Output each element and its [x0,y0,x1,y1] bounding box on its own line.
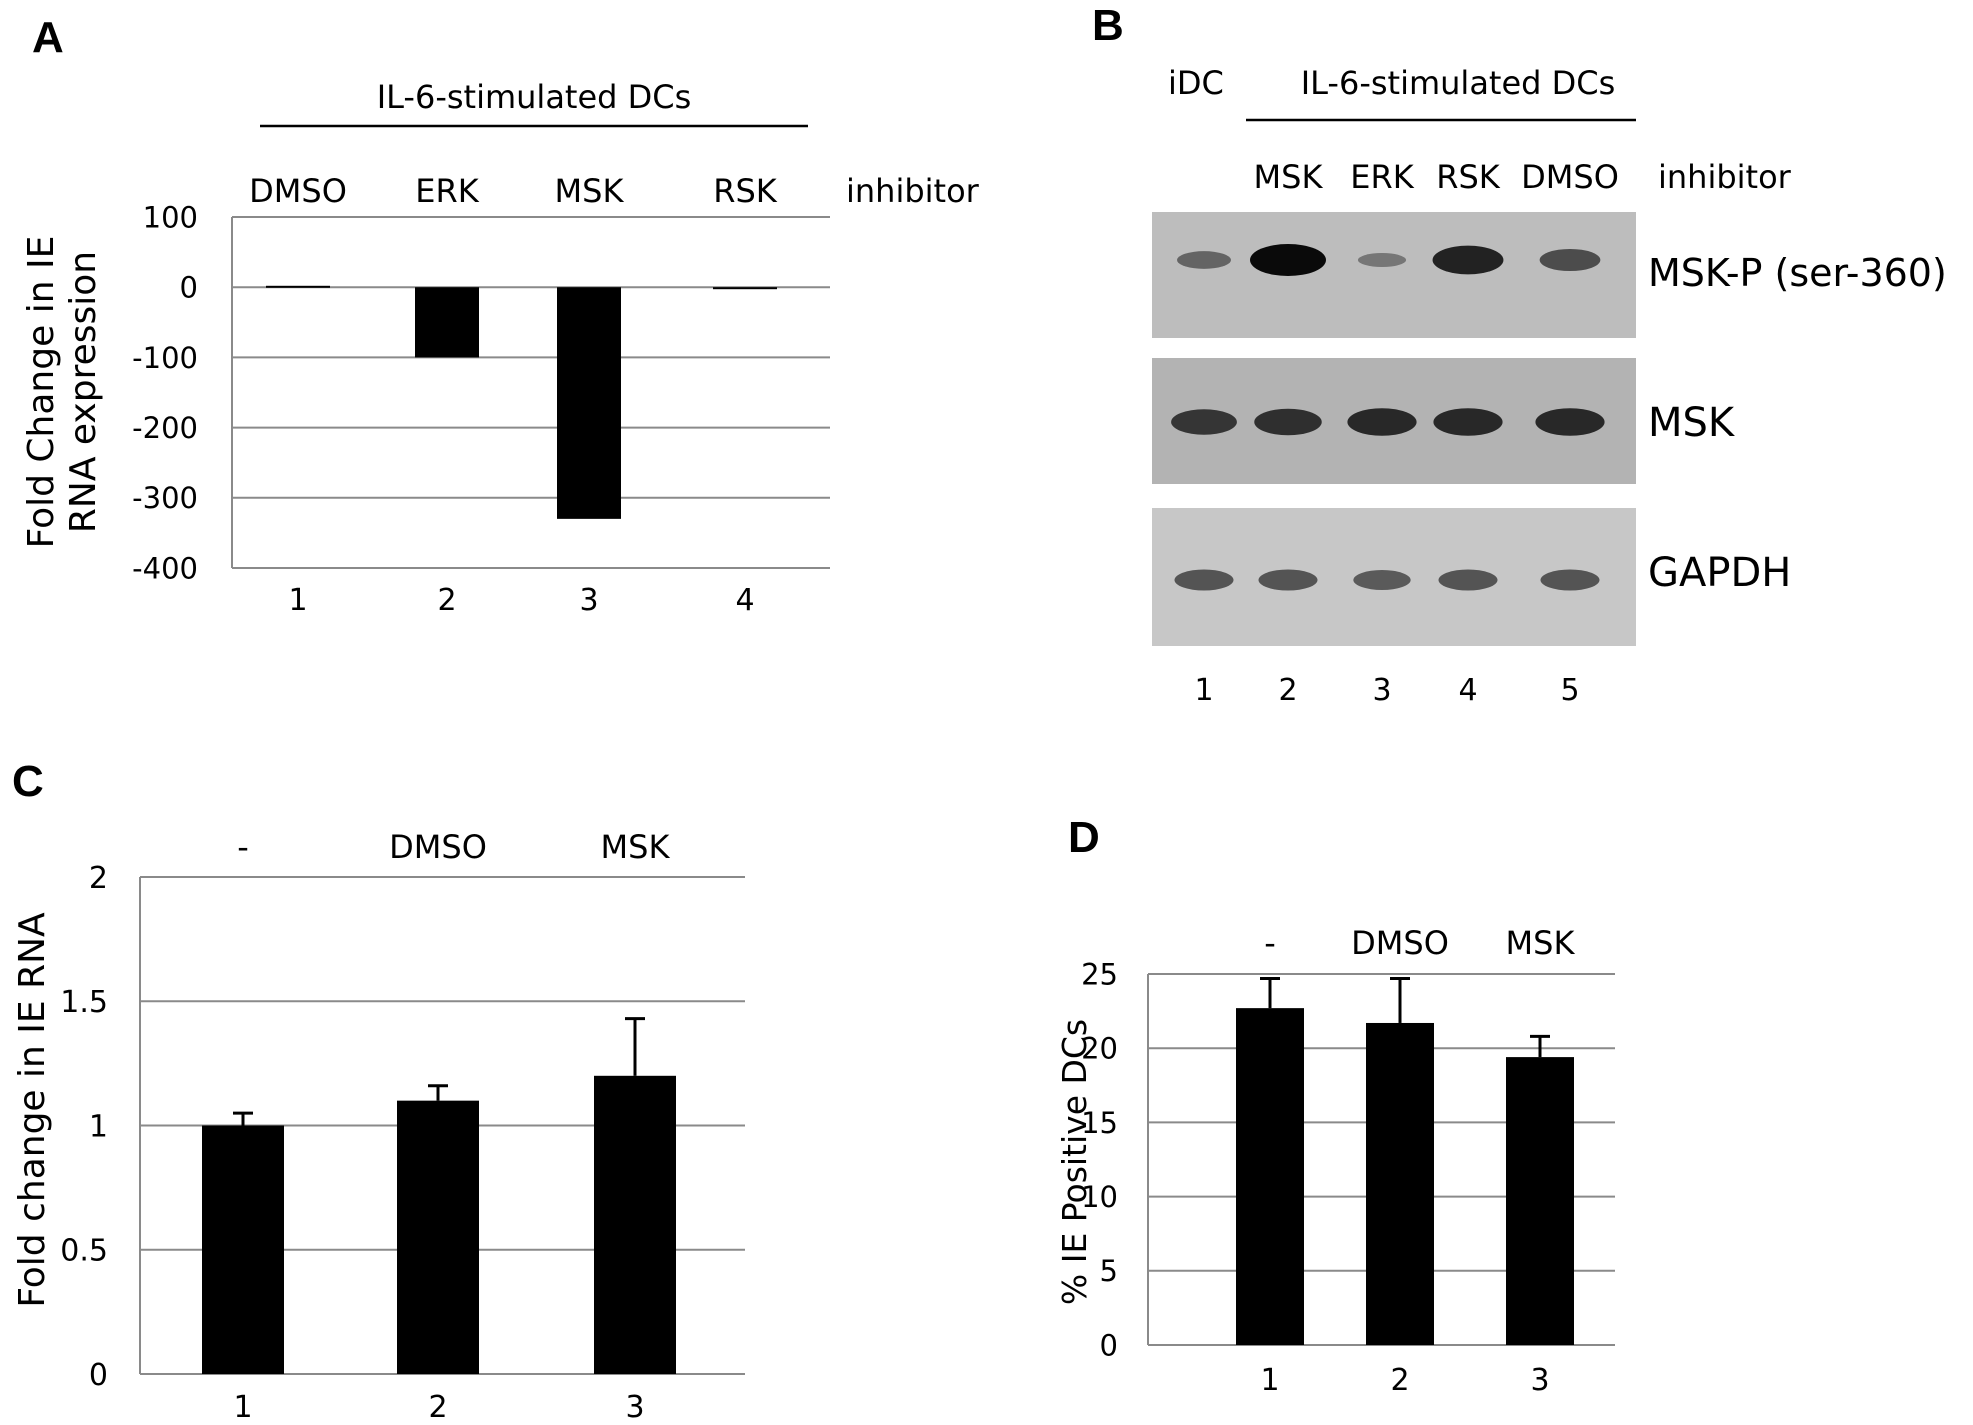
blot-band [1433,408,1503,436]
chart-c-treatment-label: MSK [601,828,671,866]
chart-d-x-tick-label: 2 [1390,1363,1409,1398]
chart-a-bar [557,287,621,519]
panel-b-idc-label: iDC [1168,64,1224,102]
chart-d-treatment-label: MSK [1506,924,1576,962]
blot-lane-number: 3 [1372,673,1391,708]
chart-a-y-tick-label: -300 [132,481,198,515]
chart-a-bar [713,287,777,290]
chart-a-y-axis-label: Fold Change in IERNA expression [21,236,104,549]
chart-d-y-tick-label: 15 [1081,1106,1118,1140]
chart-a: 100 0 -100 -200 -300 -400 1 DMSO 2 ERK 3 MSK 4 RSK Fol… [21,172,830,618]
chart-d-bar [1236,1008,1304,1345]
blot-band [1432,245,1504,275]
blot-band [1353,570,1411,590]
blot-band [1177,251,1231,269]
blot-label: GAPDH [1648,550,1791,596]
blot-band [1535,408,1605,436]
chart-a-treatment-label: RSK [713,172,778,210]
chart-d-y-tick-label: 10 [1081,1180,1118,1214]
chart-a-y-tick-label: -100 [132,341,198,375]
blot-lane-treatment-label: RSK [1436,158,1501,196]
chart-d-x-tick-label: 1 [1260,1363,1279,1398]
chart-c-treatment-label: DMSO [389,828,487,866]
chart-c: 0 0.5 1 1.5 2 1 - 2 DMSO 3 MSK Fold change in IE RN… [12,828,745,1425]
chart-a-y-tick-label: 0 [180,271,198,305]
blot-band [1357,253,1407,267]
blot-label: MSK-P (ser-360) [1648,251,1947,295]
chart-d-y-tick-label: 25 [1081,957,1118,991]
blot-lane-treatment-label: ERK [1350,158,1414,196]
blot-lane-number: 1 [1194,673,1213,708]
chart-a-y-tick-label: -200 [132,411,198,445]
panel-letter-c: C [12,757,44,806]
panel-b-inhibitor-label: inhibitor [1658,158,1792,196]
panel-letter-a: A [32,13,64,62]
blot-band [1258,569,1318,591]
chart-d-treatment-label: DMSO [1351,924,1449,962]
panel-letter-d: D [1068,813,1100,862]
chart-a-y-tick-label: -400 [132,551,198,585]
panel-b-group-label: IL-6-stimulated DCs [1301,64,1616,102]
chart-d-bar [1366,1022,1434,1345]
blot-band [1250,244,1326,276]
blot-band [1171,409,1237,435]
chart-c-x-tick-label: 2 [428,1390,447,1425]
chart-c-y-axis-label: Fold change in IE RNA [12,912,53,1308]
chart-c-bar [202,1125,284,1374]
chart-d: 0 5 10 15 20 25 1 - 2 DMSO 3 MSK % IE Positive DCs [1055,924,1615,1398]
chart-d-y-tick-label: 20 [1081,1032,1118,1066]
blot-band [1539,248,1601,272]
panel-a-inhibitor-label: inhibitor [846,172,980,210]
chart-a-x-tick-label: 2 [437,583,456,618]
chart-c-bar [594,1075,676,1374]
chart-d-y-tick-label: 5 [1100,1254,1118,1288]
chart-c-bar [397,1100,479,1374]
panel-a-group-label: IL-6-stimulated DCs [377,78,692,116]
blot-band [1174,569,1234,591]
chart-a-y-tick-label: 100 [143,200,198,234]
blot-strip [1152,212,1636,338]
blot-band [1438,569,1498,591]
chart-c-treatment-label: - [237,828,249,866]
chart-a-treatment-label: MSK [555,172,625,210]
chart-a-treatment-label: ERK [415,172,479,210]
chart-a-x-tick-label: 1 [288,583,307,618]
blot-lane-number: 5 [1560,673,1579,708]
blot-lane-treatment-label: MSK [1254,158,1324,196]
chart-c-x-tick-label: 3 [625,1390,644,1425]
blot-band [1347,408,1417,436]
chart-d-y-axis-label: % IE Positive DCs [1055,1019,1094,1305]
chart-c-x-tick-label: 1 [233,1390,252,1425]
chart-d-x-tick-label: 3 [1530,1363,1549,1398]
blot-lane-number: 2 [1278,673,1297,708]
panel-letter-b: B [1092,1,1124,50]
chart-d-treatment-label: - [1264,924,1276,962]
blot-band [1254,408,1322,436]
chart-c-y-tick-label: 2 [89,861,108,896]
chart-d-y-tick-label: 0 [1100,1328,1118,1362]
chart-c-y-tick-label: 0 [89,1358,108,1393]
chart-a-bar [266,285,330,288]
chart-c-y-tick-label: 1.5 [60,985,108,1020]
blot-lane-treatment-label: DMSO [1521,158,1619,196]
chart-a-bar [415,287,479,358]
blot-lane-number: 4 [1458,673,1477,708]
chart-a-x-tick-label: 3 [579,583,598,618]
chart-d-bar [1506,1057,1574,1345]
chart-a-x-tick-label: 4 [735,583,754,618]
blot-band [1540,569,1600,591]
blot-label: MSK [1648,400,1736,446]
chart-c-y-tick-label: 0.5 [60,1234,108,1269]
western-blot: MSK ERK RSK DMSO MSK-P (ser-360) MSK GAPDH 1 2 3 4… [1152,158,1947,708]
chart-c-y-tick-label: 1 [89,1109,108,1144]
chart-a-treatment-label: DMSO [249,172,347,210]
